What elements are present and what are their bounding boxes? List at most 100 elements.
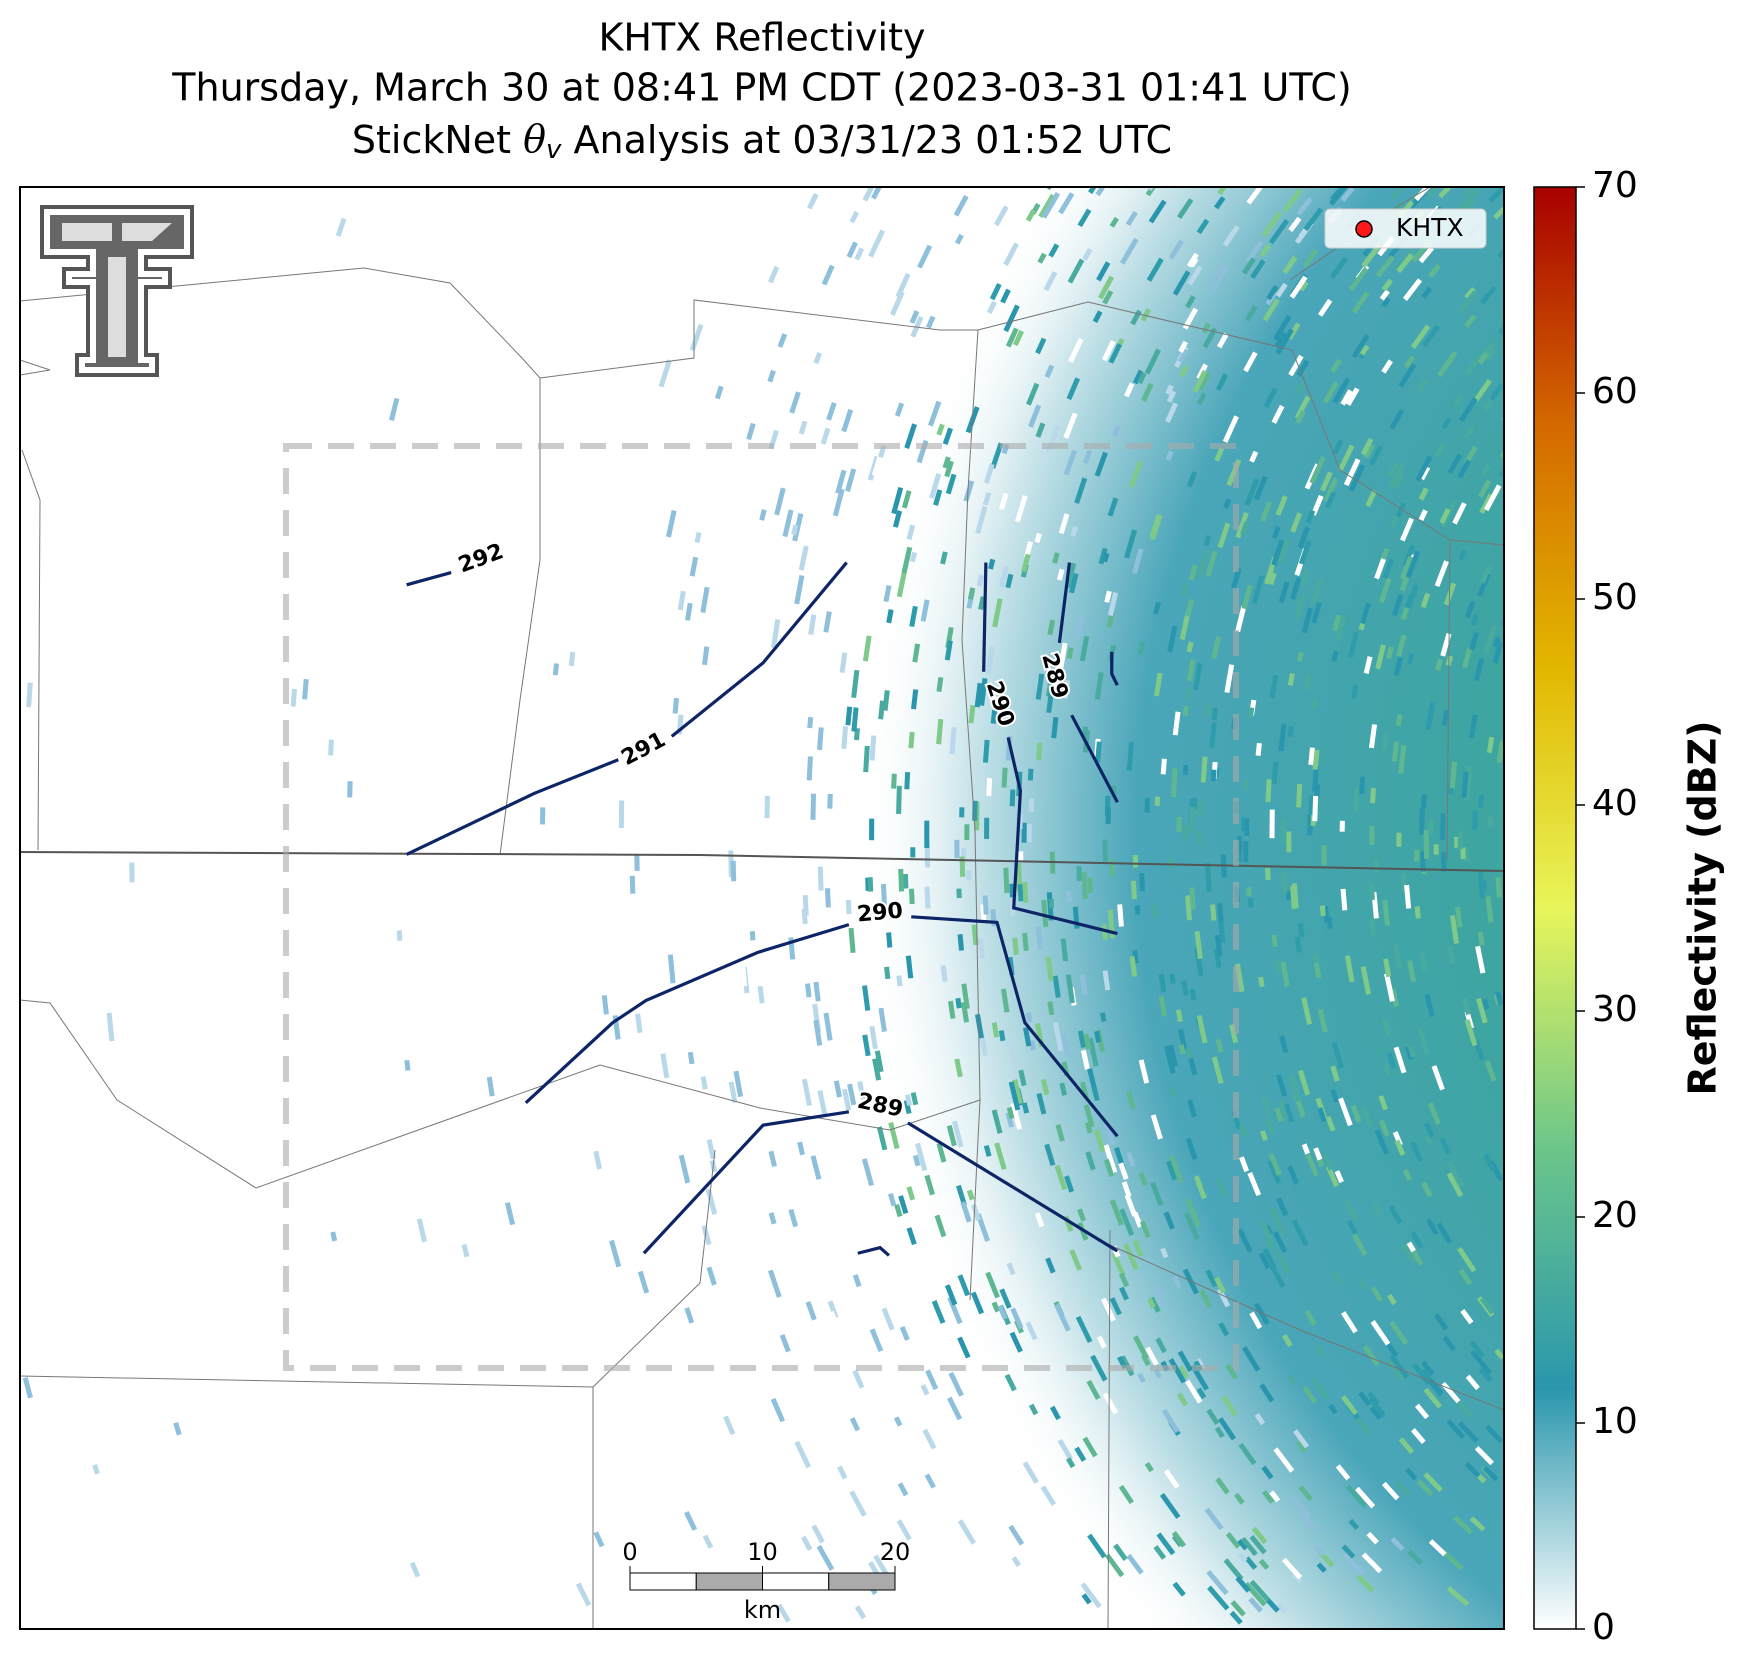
radar-echo (706, 1266, 717, 1286)
radar-echo (1025, 1012, 1033, 1023)
radar-echo (593, 1531, 605, 1548)
radar-echo (829, 597, 838, 616)
radar-echo (1035, 337, 1047, 355)
radar-echo (1281, 871, 1288, 894)
radar-echo (1196, 392, 1207, 406)
radar-echo (1119, 237, 1139, 265)
radar-echo (1082, 1436, 1098, 1458)
radar-echo (1165, 402, 1178, 423)
radar-echo (1447, 946, 1456, 965)
radar-echo (1456, 1400, 1474, 1419)
radar-echo (1160, 758, 1167, 775)
radar-echo (1403, 355, 1416, 369)
radar-echo (848, 927, 856, 954)
analysis-prefix: StickNet (352, 118, 523, 162)
county-line (20, 359, 51, 376)
radar-echo (1080, 1049, 1090, 1070)
radar-echo (1311, 494, 1324, 516)
radar-echo (1103, 1144, 1118, 1174)
radar-echo (966, 1539, 982, 1559)
radar-echo (745, 691, 753, 707)
radar-echo (1303, 673, 1312, 691)
radar-echo (1006, 1106, 1015, 1120)
radar-echo (1353, 787, 1360, 812)
radar-echo (1044, 364, 1055, 379)
radar-echo (1132, 369, 1144, 385)
radar-echo (1350, 1104, 1362, 1123)
radar-echo (983, 1144, 992, 1157)
radar-echo (1414, 906, 1421, 919)
radar-echo (1243, 841, 1249, 863)
radar-echo (1298, 540, 1312, 565)
radar-echo (1046, 685, 1055, 714)
radar-echo (1175, 1009, 1183, 1023)
radar-echo (1244, 478, 1260, 507)
radar-echo (1161, 1408, 1180, 1434)
radar-echo (1411, 1428, 1426, 1445)
radar-echo (1381, 278, 1393, 292)
radar-echo (1495, 991, 1504, 1006)
radar-echo (1441, 710, 1450, 726)
radar-echo (302, 678, 309, 700)
radar-echo (1389, 408, 1405, 430)
radar-echo (1470, 614, 1479, 627)
radar-echo (1446, 1586, 1470, 1607)
radar-echo (1457, 1421, 1479, 1443)
radar-echo (1181, 980, 1189, 996)
radar-echo (819, 1208, 831, 1230)
radar-echo (1013, 1577, 1029, 1597)
radar-echo (1370, 787, 1376, 804)
radar-echo (1189, 988, 1197, 1001)
radar-echo (851, 707, 859, 732)
radar-echo (991, 1022, 1000, 1038)
radar-echo (1237, 1551, 1248, 1563)
radar-echo (1393, 657, 1403, 677)
radar-echo (1123, 1243, 1139, 1271)
radar-echo (1068, 337, 1084, 364)
radar-echo (637, 638, 646, 659)
radar-echo (767, 1269, 782, 1298)
radar-echo (1449, 761, 1458, 789)
radar-echo (917, 244, 933, 269)
radar-echo (1103, 1122, 1116, 1147)
radar-echo (1385, 1358, 1405, 1382)
radar-echo (845, 468, 857, 492)
radar-echo (102, 1073, 112, 1103)
radar-echo (1410, 1141, 1424, 1163)
radar-echo (1141, 1354, 1151, 1367)
radar-echo (1274, 331, 1287, 349)
radar-echo (1036, 1092, 1047, 1115)
radar-echo (1308, 747, 1315, 766)
radar-echo (906, 524, 916, 541)
radar-echo (1296, 651, 1304, 662)
radar-echo (1275, 328, 1294, 355)
radar-echo (593, 1150, 603, 1170)
analysis-domain (283, 443, 1239, 1371)
radar-echo (936, 676, 944, 693)
radar-echo (807, 192, 819, 210)
radar-echo (981, 1514, 993, 1530)
radar-echo (906, 1227, 917, 1246)
colorbar-tick-label: 10 (1592, 1401, 1638, 1442)
radar-echo (1052, 552, 1060, 564)
radar-echo (880, 883, 887, 906)
radar-echo (1331, 650, 1339, 662)
radar-echo (1218, 918, 1226, 943)
radar-echo (1269, 1207, 1286, 1236)
radar-echo (1186, 641, 1194, 653)
radar-echo (1191, 797, 1198, 810)
radar-echo (1330, 358, 1342, 374)
radar-echo (666, 1275, 680, 1304)
radar-echo (1253, 1302, 1270, 1326)
radar-echo (954, 839, 960, 859)
radar-echo (1215, 1038, 1224, 1053)
radar-echo (1334, 614, 1347, 642)
radar-echo (1132, 1239, 1144, 1258)
radar-echo (1028, 1403, 1039, 1416)
radar-echo (504, 1202, 516, 1226)
radar-echo (1090, 1354, 1108, 1382)
radar-echo (1417, 377, 1429, 392)
radar-echo (1431, 1065, 1445, 1091)
radar-echo (960, 1201, 972, 1223)
radar-echo (1263, 387, 1278, 409)
